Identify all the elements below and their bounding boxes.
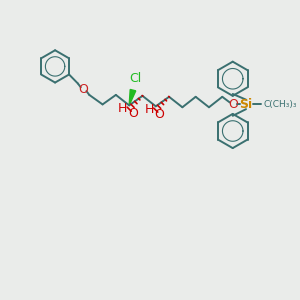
Text: O: O	[79, 83, 88, 96]
Text: H: H	[144, 103, 154, 116]
Text: -: -	[236, 98, 240, 111]
Text: Cl: Cl	[129, 72, 141, 86]
Text: Si: Si	[239, 98, 253, 111]
Polygon shape	[129, 89, 136, 105]
Text: O: O	[154, 108, 164, 122]
Text: O: O	[128, 107, 138, 120]
Text: C(CH₃)₃: C(CH₃)₃	[263, 100, 297, 109]
Text: H: H	[118, 102, 127, 115]
Text: O: O	[228, 98, 238, 111]
